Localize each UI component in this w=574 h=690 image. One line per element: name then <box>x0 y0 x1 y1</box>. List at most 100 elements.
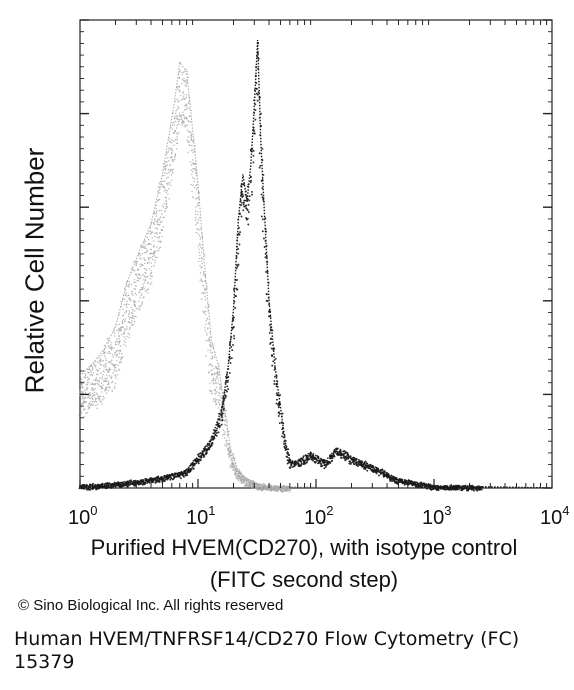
series-1-point <box>128 283 131 285</box>
series-1-point <box>209 342 212 344</box>
series-1-point <box>81 395 83 398</box>
series-2-point <box>359 460 362 463</box>
series-1-point <box>274 489 276 492</box>
series-1-point <box>165 191 168 194</box>
series-1-point <box>119 327 122 329</box>
series-1-point <box>174 131 176 133</box>
series-1-point <box>156 249 158 252</box>
series-1-point <box>158 247 160 250</box>
series-1-point <box>82 396 85 398</box>
series-2-point <box>405 480 408 482</box>
x-tick-label: 102 <box>304 503 333 529</box>
series-1-point <box>178 115 180 117</box>
series-1-point <box>177 105 179 107</box>
series-1-point <box>137 279 139 282</box>
series-1-point <box>236 474 239 476</box>
series-2-point <box>284 449 287 451</box>
series-1-point <box>96 407 98 409</box>
series-1-point <box>86 382 89 384</box>
series-1-point <box>226 445 228 447</box>
series-1-point <box>98 399 101 401</box>
series-1-point <box>116 338 118 340</box>
series-1-point <box>204 327 206 329</box>
series-1-point <box>130 299 132 302</box>
series-1-point <box>170 148 173 151</box>
series-1-point <box>94 391 96 393</box>
series-1-point <box>180 115 182 118</box>
series-1-point <box>196 197 198 199</box>
series-1-point <box>134 292 137 295</box>
series-1-point <box>132 323 135 326</box>
series-2-point <box>401 480 404 483</box>
series-1-point <box>190 164 193 166</box>
series-2-point <box>350 461 353 464</box>
series-1-point <box>105 386 108 389</box>
series-2-point <box>214 429 217 432</box>
series-1-point <box>171 139 173 141</box>
series-2-point <box>205 452 207 455</box>
series-1-point <box>117 349 120 352</box>
series-1-point <box>140 287 143 289</box>
series-2-point <box>246 208 249 211</box>
series-1-point <box>145 251 148 254</box>
series-1-point <box>182 95 185 98</box>
series-2-point <box>139 483 142 486</box>
series-1-point <box>172 168 174 170</box>
series-1-point <box>217 382 219 384</box>
series-1-point <box>186 106 188 109</box>
series-2-point <box>146 482 149 484</box>
series-1-point <box>200 236 202 239</box>
series-1-point <box>169 184 172 186</box>
series-2-point <box>339 452 342 455</box>
series-2-point <box>273 380 276 383</box>
series-1-point <box>208 339 211 341</box>
series-2-point <box>353 463 356 466</box>
series-2-point <box>359 463 362 466</box>
series-1-point <box>162 180 164 183</box>
series-1-point <box>125 345 127 347</box>
series-1-point <box>91 382 94 384</box>
series-1-point <box>183 121 186 123</box>
series-2-point <box>403 483 406 485</box>
series-2-point <box>377 474 380 477</box>
series-2-point <box>245 218 248 221</box>
series-1-point <box>193 186 196 189</box>
series-1-point <box>223 437 226 439</box>
series-2-point <box>320 463 323 466</box>
series-1-point <box>92 372 95 374</box>
series-1-point <box>99 358 102 361</box>
series-1-point <box>147 243 149 246</box>
series-1-point <box>214 397 216 400</box>
series-1-point <box>280 489 283 491</box>
series-1-point <box>115 363 117 366</box>
series-1-point <box>86 383 89 386</box>
series-2-point <box>263 246 266 248</box>
series-1-point <box>201 236 204 238</box>
series-1-point <box>141 288 144 291</box>
series-2-point <box>227 376 230 378</box>
series-1-point <box>188 144 191 146</box>
series-2-point <box>215 432 218 434</box>
series-2-point <box>253 132 255 135</box>
series-1-point <box>179 95 182 97</box>
series-1-point <box>112 372 114 374</box>
series-1-point <box>132 315 134 318</box>
series-2-point <box>269 315 272 318</box>
series-1-point <box>270 489 273 492</box>
series-1-point <box>96 379 99 382</box>
series-1-point <box>108 374 111 377</box>
series-2-point <box>234 307 237 309</box>
series-1-point <box>146 275 149 278</box>
series-1-point <box>108 346 110 348</box>
series-1-point <box>137 276 139 279</box>
series-1-point <box>123 332 125 334</box>
series-1-point <box>181 118 183 121</box>
series-1-point <box>127 332 129 334</box>
series-1-point <box>178 86 181 88</box>
series-1-point <box>81 378 83 380</box>
series-2-point <box>417 484 420 487</box>
series-1-point <box>118 334 120 337</box>
series-1-point <box>231 459 233 462</box>
series-2-point <box>348 462 351 465</box>
series-1-point <box>191 144 193 147</box>
